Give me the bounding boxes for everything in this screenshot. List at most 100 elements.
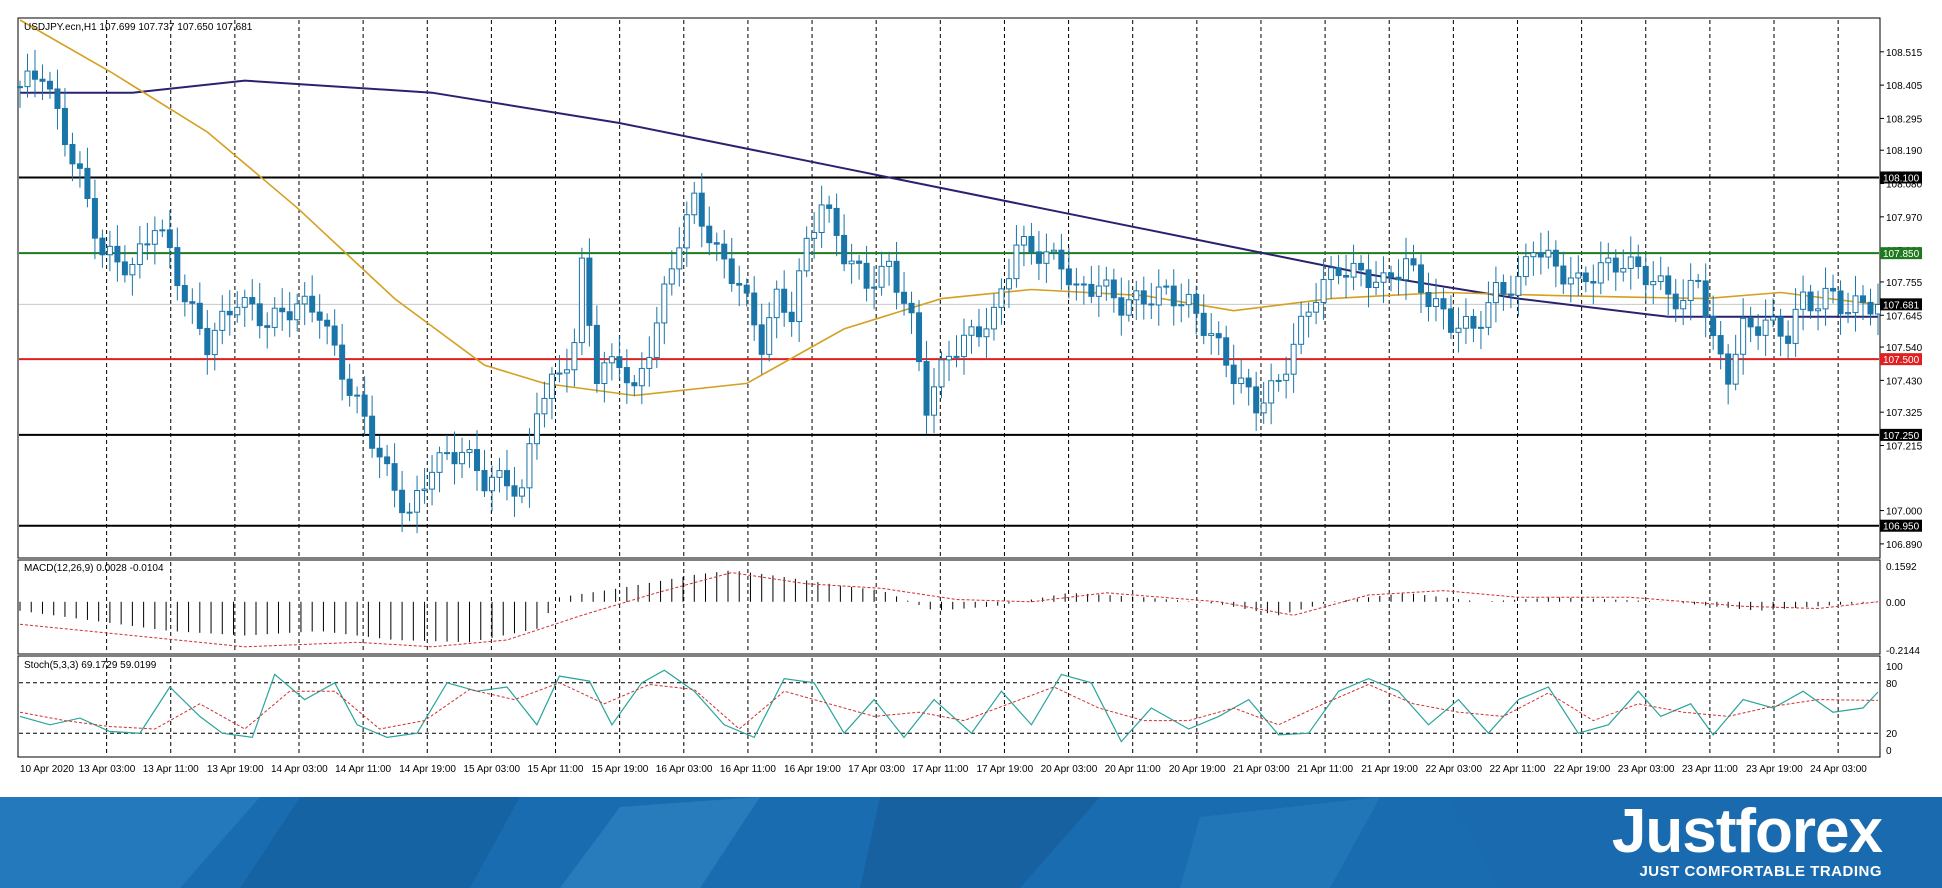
- time-tick-label: 13 Apr 19:00: [207, 764, 264, 775]
- time-tick-label: 14 Apr 11:00: [335, 764, 391, 775]
- stoch-levels: [19, 682, 1879, 734]
- candle-body: [758, 324, 765, 355]
- level-tag-label: 107.500: [1883, 355, 1920, 366]
- candle-body: [713, 242, 720, 245]
- candle-body: [406, 511, 413, 514]
- candle-body: [211, 329, 218, 356]
- candle-body: [773, 288, 780, 319]
- candle-body: [938, 359, 945, 388]
- candle-body: [24, 70, 31, 88]
- candle-body: [841, 234, 848, 265]
- candle-body: [1013, 244, 1020, 280]
- candle-body: [1680, 299, 1687, 310]
- brand-tagline: JUST COMFORTABLE TRADING: [1639, 863, 1882, 880]
- candle-body: [226, 310, 233, 316]
- candle-body: [1792, 308, 1799, 344]
- candle-body: [983, 328, 990, 338]
- candle-body: [998, 288, 1005, 308]
- candle-body: [1432, 298, 1439, 308]
- candle-body: [1163, 285, 1170, 288]
- time-tick-label: 23 Apr 03:00: [1618, 764, 1675, 775]
- candle-body: [923, 361, 930, 416]
- candle-body: [1447, 308, 1454, 333]
- time-tick-label: 20 Apr 03:00: [1041, 764, 1098, 775]
- candle-body: [1133, 290, 1140, 301]
- candle-body: [1500, 281, 1507, 295]
- candle-body: [1140, 290, 1147, 305]
- candle-body: [1455, 327, 1462, 333]
- candle-body: [1717, 335, 1724, 355]
- candle-body: [331, 325, 338, 346]
- candle-body: [1065, 268, 1072, 286]
- time-tick-label: 17 Apr 19:00: [976, 764, 1033, 775]
- candle-body: [39, 78, 46, 82]
- candle-body: [826, 204, 833, 209]
- time-tick-label: 17 Apr 03:00: [848, 764, 905, 775]
- candle-body: [354, 394, 361, 397]
- candle-body: [1755, 326, 1762, 336]
- candle-body: [1732, 353, 1739, 385]
- candle-body: [1005, 278, 1012, 290]
- level-tag-label: 107.250: [1883, 431, 1920, 442]
- candle-body: [548, 373, 555, 399]
- price-tick-label: 108.080: [1886, 180, 1923, 191]
- candle-body: [608, 356, 615, 364]
- price-tick-label: 108.515: [1886, 48, 1923, 59]
- candle-body: [1440, 298, 1447, 310]
- candle-body: [968, 326, 975, 336]
- candle-body: [1335, 267, 1342, 277]
- candle-body: [369, 415, 376, 449]
- candle-body: [1642, 266, 1649, 286]
- candle-body: [653, 322, 660, 359]
- candle-body: [586, 257, 593, 326]
- candle-body: [1417, 264, 1424, 293]
- candle-body: [391, 463, 398, 491]
- candle-body: [616, 356, 623, 369]
- candle-body: [1020, 236, 1027, 246]
- candle-body: [1672, 293, 1679, 310]
- time-tick-label: 21 Apr 19:00: [1361, 764, 1418, 775]
- macd-tick-label: 0.1592: [1886, 562, 1917, 573]
- level-tag: [1880, 519, 1922, 532]
- candle-body: [376, 447, 383, 458]
- candle-body: [181, 285, 188, 303]
- time-tick-label: 21 Apr 03:00: [1233, 764, 1290, 775]
- candle-body: [1313, 301, 1320, 313]
- candle-body: [1627, 256, 1634, 269]
- time-tick-label: 15 Apr 11:00: [528, 764, 584, 775]
- candle-body: [1403, 258, 1410, 281]
- stoch-tick-label: 0: [1886, 746, 1892, 757]
- candle-body: [1687, 279, 1694, 301]
- candle-body: [1425, 291, 1432, 308]
- candle-body: [878, 265, 885, 288]
- candle-body: [623, 367, 630, 384]
- candle-body: [683, 214, 690, 249]
- candle-body: [1358, 262, 1365, 271]
- candle-body: [91, 197, 98, 239]
- candle-body: [526, 443, 533, 489]
- macd-tick-label: 0.00: [1886, 598, 1906, 609]
- stoch-signal-line: [19, 682, 1879, 730]
- candle-body: [541, 397, 548, 415]
- time-tick-label: 13 Apr 11:00: [143, 764, 199, 775]
- price-tick-label: 107.540: [1886, 343, 1923, 354]
- time-tick-label: 13 Apr 03:00: [79, 764, 136, 775]
- candle-body: [1215, 333, 1222, 339]
- candle-body: [728, 258, 735, 285]
- price-tick-label: 107.000: [1886, 507, 1923, 518]
- stoch-tick-label: 80: [1886, 679, 1898, 690]
- time-axis: 10 Apr 2020 13 Apr 03:00 13 Apr 11:00 13 Ap…: [20, 764, 1867, 775]
- candle-body: [1635, 256, 1642, 268]
- candle-body: [271, 307, 278, 328]
- candle-body: [1073, 283, 1080, 286]
- candle-body: [99, 237, 106, 256]
- price-tick-label: 107.645: [1886, 311, 1923, 322]
- candle-body: [1170, 285, 1177, 307]
- time-tick-label: 15 Apr 03:00: [463, 764, 520, 775]
- candle-body: [661, 283, 668, 324]
- candle-body: [1597, 262, 1604, 284]
- candle-body: [1830, 287, 1837, 292]
- stoch-pane-frame: [17, 655, 1881, 758]
- candle-body: [788, 311, 795, 323]
- candles: [17, 49, 1881, 534]
